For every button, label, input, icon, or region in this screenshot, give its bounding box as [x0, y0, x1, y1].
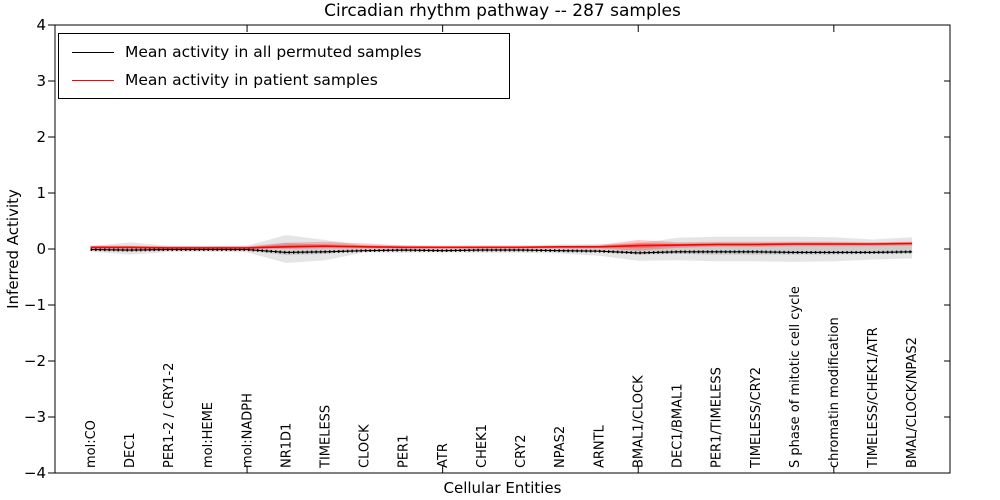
legend-entry-permuted: Mean activity in all permuted samples: [59, 43, 509, 61]
category-label: ARNTL: [592, 424, 607, 468]
y-tick-label: 4: [36, 16, 46, 34]
patient-mean-line: [90, 242, 913, 249]
patient-line-sample-icon: [72, 79, 114, 81]
x-axis-title: Cellular Entities: [443, 479, 562, 497]
category-label: chromatin modification: [827, 317, 842, 468]
legend-entry-patient: Mean activity in patient samples: [59, 71, 509, 89]
legend-label-patient: Mean activity in patient samples: [125, 71, 378, 89]
category-label: CRY2: [514, 435, 529, 469]
category-label: BMAL1/CLOCK: [631, 375, 646, 468]
category-label: mol:NADPH: [240, 393, 255, 468]
legend: Mean activity in all permuted samples Me…: [58, 33, 510, 99]
y-tick-label: 0: [36, 240, 46, 258]
y-axis-title: Inferred Activity: [4, 189, 22, 309]
category-label: PER1: [397, 435, 412, 468]
legend-label-permuted: Mean activity in all permuted samples: [125, 43, 422, 61]
y-tick-label: −2: [24, 352, 46, 370]
category-label: TIMELESS/CRY2: [749, 367, 764, 469]
permuted-line-sample-icon: [72, 51, 114, 53]
category-label: TIMELESS: [318, 405, 333, 469]
category-label: PER1/TIMELESS: [710, 367, 725, 468]
category-label: NPAS2: [553, 426, 568, 468]
category-label: TIMELESS/CHEK1/ATR: [866, 327, 881, 469]
y-tick-label: 1: [36, 184, 46, 202]
y-tick-label: 3: [36, 72, 46, 90]
category-label: CLOCK: [358, 424, 373, 468]
category-label: ATR: [436, 443, 451, 468]
category-label: mol:HEME: [201, 402, 216, 468]
category-label: PER1-2 / CRY1-2: [162, 363, 177, 468]
y-tick-label: −1: [24, 296, 46, 314]
y-tick-label: −3: [24, 408, 46, 426]
chart-title: Circadian rhythm pathway -- 287 samples: [324, 1, 681, 21]
patient-envelope-outer: [90, 240, 913, 251]
category-label: mol:CO: [84, 420, 99, 468]
category-label: BMAL/CLOCK/NPAS2: [905, 337, 920, 468]
y-tick-label: 2: [36, 128, 46, 146]
category-label: NR1D1: [279, 423, 294, 468]
category-label: S phase of mitotic cell cycle: [788, 286, 803, 468]
category-label: DEC1: [123, 432, 138, 468]
category-label: CHEK1: [475, 424, 490, 468]
y-tick-label: −4: [24, 464, 46, 482]
permuted-mean-markers: [90, 248, 913, 255]
category-label: DEC1/BMAL1: [671, 384, 686, 469]
